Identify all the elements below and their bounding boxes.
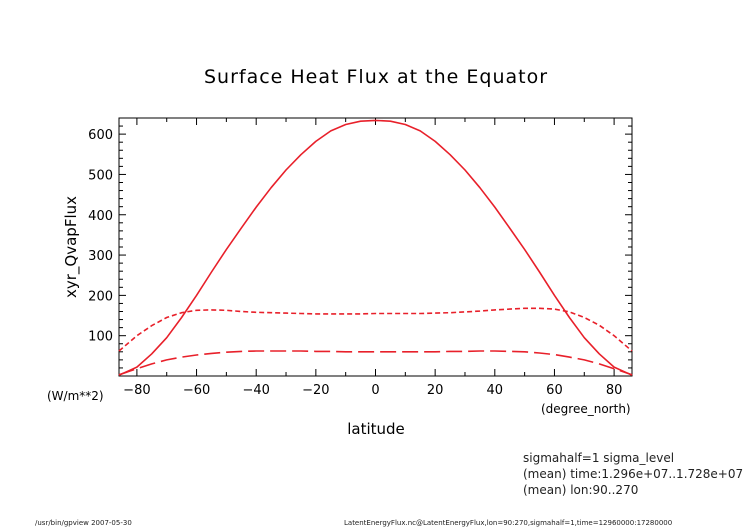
series-line-2 [118,307,633,352]
footer-source: LatentEnergyFlux.nc@LatentEnergyFlux,lon… [344,519,672,527]
x-axis-label: latitude [347,420,405,438]
x-tick-label: 20 [427,383,444,398]
y-tick-label: 600 [88,128,113,143]
x-tick-label: −80 [123,383,150,398]
annotation-time-mean: (mean) time:1.296e+07..1.728e+07 [523,467,743,481]
x-tick-label: −60 [183,383,210,398]
y-tick-label: 400 [88,209,113,224]
y-tick-label: 200 [88,289,113,304]
y-tick-label: 100 [88,330,113,345]
series-line-3 [118,350,633,376]
footer-program: /usr/bin/gpview 2007-05-30 [35,519,132,527]
plot-frame [118,117,633,377]
y-tick-label: 500 [88,168,113,183]
chart-title: Surface Heat Flux at the Equator [204,66,548,88]
annotation-sigma: sigmahalf=1 sigma_level [523,451,674,465]
annotation-lon-mean: (mean) lon:90..270 [523,483,638,497]
x-tick-label: 80 [606,383,623,398]
series-line-1 [118,119,633,376]
y-tick-label: 300 [88,249,113,264]
x-tick-label: 0 [371,383,379,398]
x-axis-units: (degree_north) [541,402,631,416]
x-tick-label: 40 [487,383,504,398]
x-tick-label: 60 [546,383,563,398]
x-tick-label: −20 [302,383,329,398]
x-axis-ticks: −80 −60 −40 −20 0 20 40 60 80 [123,118,622,398]
x-tick-label: −40 [242,383,269,398]
y-axis-ticks: 100 200 300 400 500 600 [88,117,632,377]
y-axis-units: (W/m**2) [47,389,104,403]
y-axis-label: xyr_QvapFlux [62,196,81,298]
series-layer [118,119,633,376]
